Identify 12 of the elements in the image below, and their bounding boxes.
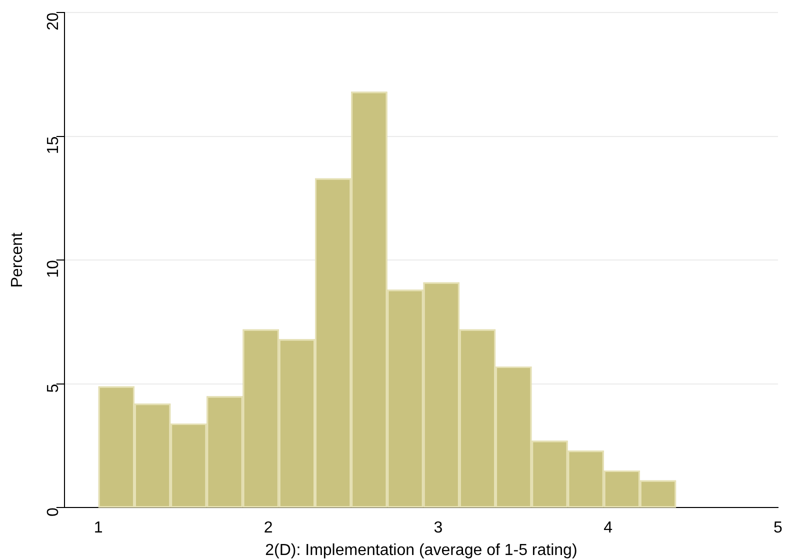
x-tick-label: 1: [94, 520, 103, 537]
y-tick-label: 10: [44, 260, 62, 278]
x-tick-label: 2: [264, 520, 273, 537]
x-axis-title: 2(D): Implementation (average of 1-5 rating): [265, 542, 578, 559]
x-tick-label: 4: [604, 520, 613, 537]
y-tick-label: 20: [44, 12, 62, 30]
y-tick-label: 5: [44, 384, 62, 393]
y-tick-label: 15: [44, 136, 62, 154]
y-tick-label: 0: [44, 508, 62, 517]
y-axis-title: Percent: [9, 232, 26, 288]
x-tick-label: 5: [774, 520, 783, 537]
x-tick-label: 3: [434, 520, 443, 537]
